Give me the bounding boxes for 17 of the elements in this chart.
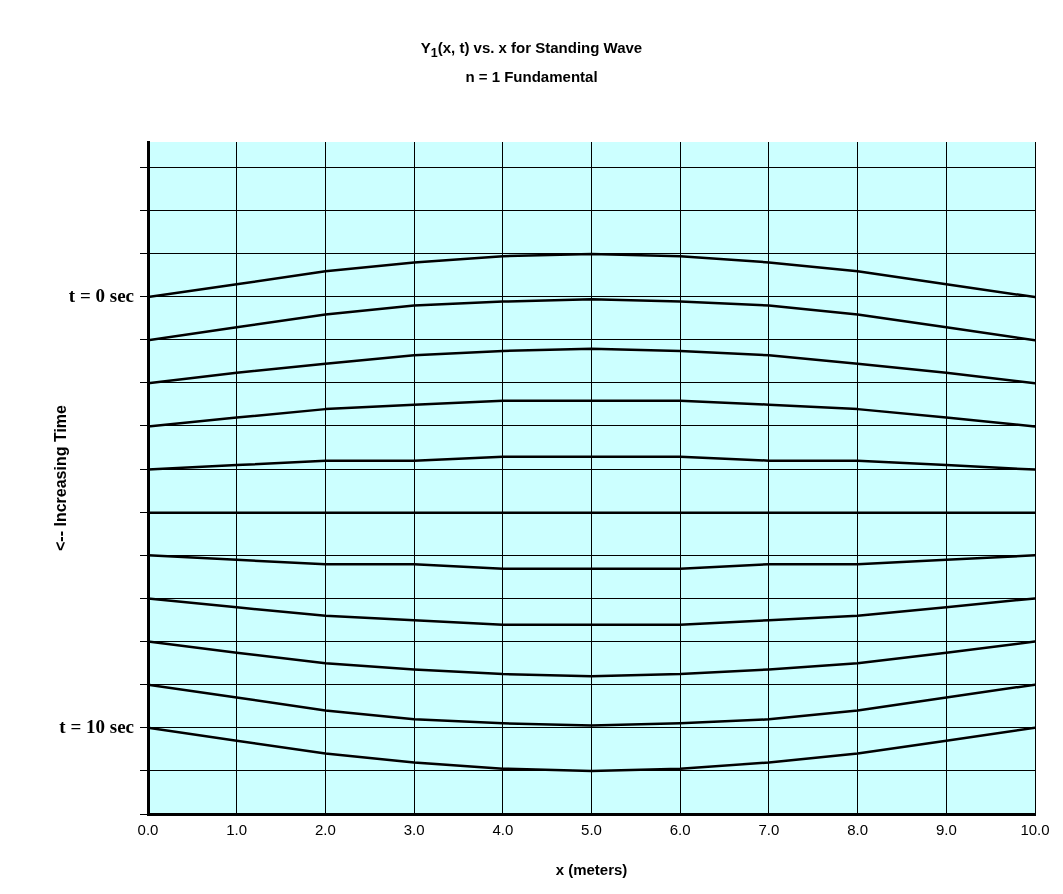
x-tick-label: 3.0 [403, 821, 425, 839]
x-tick-label: 6.0 [669, 821, 691, 839]
x-tick-label: 9.0 [935, 821, 957, 839]
chart-title: Y$_{1}$(x, t) vs. x for Standing Wave [419, 38, 644, 62]
y-axis-title: <-- Increasing Time [52, 404, 70, 551]
annotation: t = 0 sec [68, 285, 134, 307]
x-tick-label: 5.0 [581, 821, 602, 839]
x-tick-label: 8.0 [847, 821, 869, 839]
x-tick-label: 2.0 [314, 821, 336, 839]
x-tick-label: 1.0 [226, 821, 248, 839]
x-tick-label: 7.0 [758, 821, 780, 839]
x-tick-label: 10.0 [1020, 821, 1050, 839]
x-tick-label: 4.0 [492, 821, 514, 839]
x-tick-label: 0.0 [137, 821, 159, 839]
chart-subtitle: n = 1 Fundamental [464, 67, 599, 87]
x-axis-title: x (meters) [555, 861, 628, 879]
annotation: t = 10 sec [59, 715, 134, 737]
